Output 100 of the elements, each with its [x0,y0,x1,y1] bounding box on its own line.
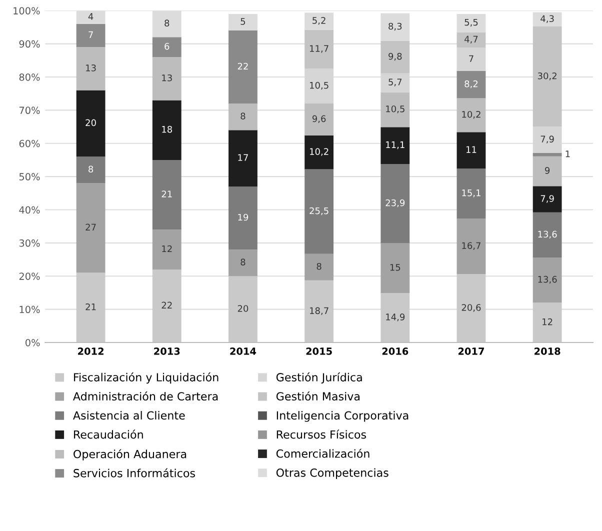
data-label: 18 [162,126,172,133]
data-label: 11,1 [386,141,404,150]
bar [228,130,258,187]
data-label: 30,2 [538,72,556,80]
y-tick-label: 90% [19,40,40,48]
y-tick-label: 60% [19,140,40,148]
data-label: 6 [164,42,170,50]
data-label: 7 [88,31,93,38]
legend-label: Inteligencia Corporativa [276,411,408,422]
data-label: 17 [238,154,248,161]
data-label: 4,7 [464,36,478,44]
bar [456,132,486,169]
y-tick-label: 0% [26,338,40,346]
bar [532,186,562,212]
bar [76,183,106,273]
data-label: 8 [88,166,94,173]
data-label: 13 [162,74,172,82]
bar [456,48,486,72]
data-label: 8 [240,258,246,266]
data-label: 10,5 [310,82,328,90]
x-tick-label: 2013 [154,348,180,355]
legend-label: Comercialización [276,448,370,458]
bar [380,243,410,294]
bar [380,127,410,164]
data-label: 9,8 [388,52,402,61]
data-label: 21 [162,190,172,198]
bar [76,47,106,90]
data-label: 13 [86,64,96,72]
data-label: 10,2 [310,148,328,156]
bar [76,10,106,24]
data-label: 20 [238,305,248,312]
bar [228,276,258,342]
data-label: 10,5 [386,105,404,114]
x-tick-label: 2014 [230,348,256,355]
legend-label: Otras Competencias [276,468,388,480]
data-label: 4 [88,13,94,20]
data-label: 15 [390,264,400,271]
y-tick-label: 30% [19,239,40,247]
legend-label: Asistencia al Cliente [73,411,185,420]
bar [152,160,182,230]
data-label: 8 [316,262,322,270]
bar [152,100,182,160]
bar [76,156,106,184]
y-tick-label: 40% [19,206,40,214]
bar [380,92,410,128]
bar [228,30,258,104]
x-tick-label: 2017 [458,348,484,355]
legend-label: Gestión Jurídica [276,372,362,384]
data-label: 13,6 [538,230,557,239]
x-tick-label: 2015 [306,348,332,355]
bar [456,32,486,48]
data-label: 27 [86,224,96,230]
bar [304,104,334,136]
data-label: 15,1 [462,190,480,198]
data-label: 10,2 [462,110,480,119]
data-label: 23,9 [386,199,405,208]
bar [532,12,562,27]
data-label: 22 [238,62,248,70]
bar [228,186,258,250]
x-tick-label: 2012 [78,348,104,355]
bar [532,302,562,342]
legend-label: Servicios Informáticos [74,468,195,478]
data-label: 8 [164,20,170,27]
bar [456,71,486,98]
bar [456,14,486,32]
data-label: 8,2 [464,80,478,88]
data-label: 7,9 [540,136,554,144]
bar [152,57,182,100]
bar [380,13,410,41]
data-label: 7,9 [540,195,554,203]
bar [380,164,410,244]
data-label: 22 [162,302,172,308]
data-label: 14,9 [386,314,405,322]
bar [380,293,410,342]
bar [456,168,486,219]
y-tick-label: 50% [19,173,40,180]
bar [304,135,334,170]
bar [228,250,258,276]
data-label: 11 [466,146,476,153]
legend-label: Operación Aduanera [74,449,186,460]
bar [532,156,562,186]
data-label: 18,7 [310,307,328,316]
bar [304,280,334,342]
bar [532,212,562,258]
bar [532,26,562,127]
legend-label: Recaudación [74,430,143,439]
data-label: 13,6 [538,276,557,284]
data-label: 9,6 [312,115,326,124]
data-label: 25,5 [310,207,328,216]
bar [456,274,486,342]
bar [532,258,562,303]
legend-label: Fiscalización y Liquidación [74,372,218,384]
data-label: 8 [240,112,246,120]
legend-label: Administración de Cartera [73,391,218,401]
y-tick-label: 100% [14,7,40,14]
bar [456,98,486,132]
y-tick-label: 70% [19,106,40,114]
bar [304,254,334,280]
data-label: 20,6 [462,304,481,312]
data-label: 12 [542,318,552,326]
